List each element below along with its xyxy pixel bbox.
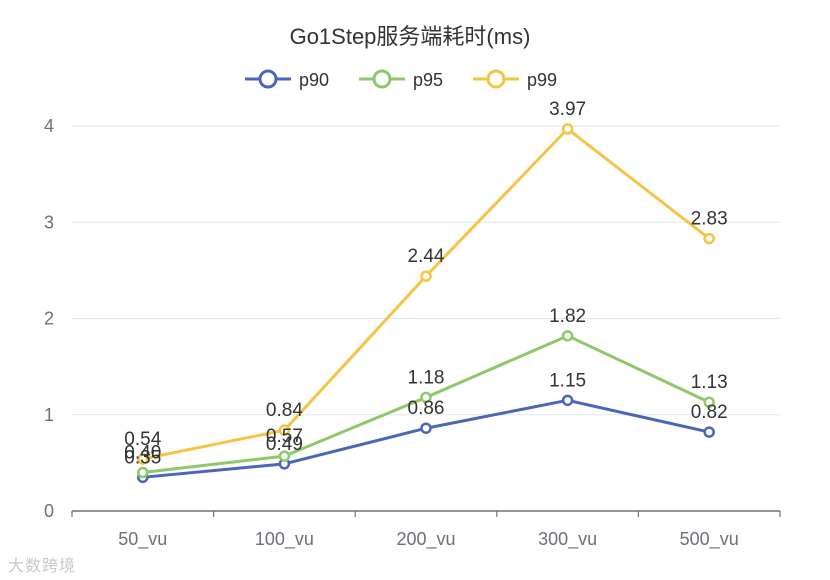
data-point-p99[interactable] — [137, 453, 149, 465]
data-label-p95: 1.18 — [408, 367, 445, 388]
data-label-p90: 0.49 — [266, 434, 303, 455]
x-tick-label: 200_vu — [396, 529, 455, 550]
data-label-p90: 0.86 — [408, 398, 445, 419]
data-label-p90: 0.82 — [691, 402, 728, 423]
legend-label: p99 — [527, 70, 557, 90]
axes: 0 1 2 3 4 50_vu 100_vu 200_vu 300_vu 500_vu — [44, 116, 781, 550]
data-point-p95[interactable] — [420, 391, 432, 404]
legend-item-p95[interactable]: p95 — [359, 69, 443, 90]
legend-label: p90 — [299, 70, 329, 90]
y-tick-label: 0 — [44, 501, 54, 521]
data-label-p95: 1.82 — [549, 306, 586, 327]
legend[interactable]: p90 p95 p99 — [245, 69, 557, 90]
data-point-p90[interactable] — [703, 426, 715, 438]
data-point-p99[interactable] — [561, 123, 574, 135]
y-tick-label: 4 — [44, 116, 54, 136]
grid-lines — [72, 125, 780, 416]
data-label-p90: 0.35 — [124, 447, 161, 468]
data-point-p90[interactable] — [420, 422, 432, 434]
x-tick-label: 100_vu — [255, 529, 314, 550]
y-tick-label: 3 — [44, 212, 54, 232]
x-tick-label: 300_vu — [538, 529, 597, 550]
legend-item-p90[interactable]: p90 — [245, 69, 329, 90]
series-lines — [137, 123, 715, 484]
legend-item-p99[interactable]: p99 — [473, 69, 557, 90]
y-tick-label: 2 — [44, 309, 54, 329]
data-point-p95[interactable] — [703, 396, 715, 408]
chart-title: Go1Step服务端耗时(ms) — [290, 24, 531, 49]
y-tick-label: 1 — [44, 405, 54, 425]
data-label-p95: 1.13 — [691, 372, 728, 393]
data-point-p90[interactable] — [561, 394, 574, 407]
data-point-p95[interactable] — [278, 450, 291, 462]
legend-marker-icon — [486, 69, 506, 89]
data-label-p99: 2.83 — [691, 209, 728, 230]
data-labels: 0.35 0.49 0.86 1.15 0.82 0.40 0.57 1.18 1.82 1.13… — [124, 99, 727, 468]
data-label-p99: 3.97 — [549, 99, 586, 120]
data-point-p99[interactable] — [278, 424, 291, 436]
data-point-p95[interactable] — [137, 466, 149, 479]
x-tick-label: 50_vu — [118, 529, 167, 550]
data-label-p90: 1.15 — [549, 370, 586, 391]
legend-marker-icon — [372, 69, 392, 89]
data-label-p99: 2.44 — [408, 246, 445, 267]
data-label-p95: 0.40 — [124, 443, 161, 464]
watermark-text: 大数跨境 — [8, 556, 77, 575]
data-point-p99[interactable] — [703, 232, 715, 245]
legend-marker-icon — [258, 69, 278, 89]
data-label-p99: 0.84 — [266, 400, 303, 421]
x-tick-label: 500_vu — [680, 529, 739, 550]
data-label-p95: 0.57 — [266, 426, 303, 447]
legend-label: p95 — [413, 70, 443, 90]
data-point-p99[interactable] — [420, 270, 432, 282]
data-point-p95[interactable] — [561, 330, 574, 342]
data-label-p99: 0.54 — [124, 429, 161, 450]
